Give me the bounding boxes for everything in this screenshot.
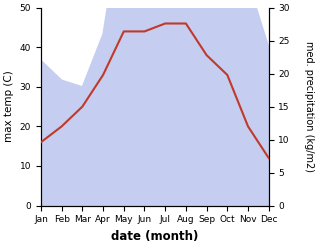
Y-axis label: med. precipitation (kg/m2): med. precipitation (kg/m2) xyxy=(304,41,314,172)
X-axis label: date (month): date (month) xyxy=(111,230,198,243)
Y-axis label: max temp (C): max temp (C) xyxy=(4,71,14,143)
